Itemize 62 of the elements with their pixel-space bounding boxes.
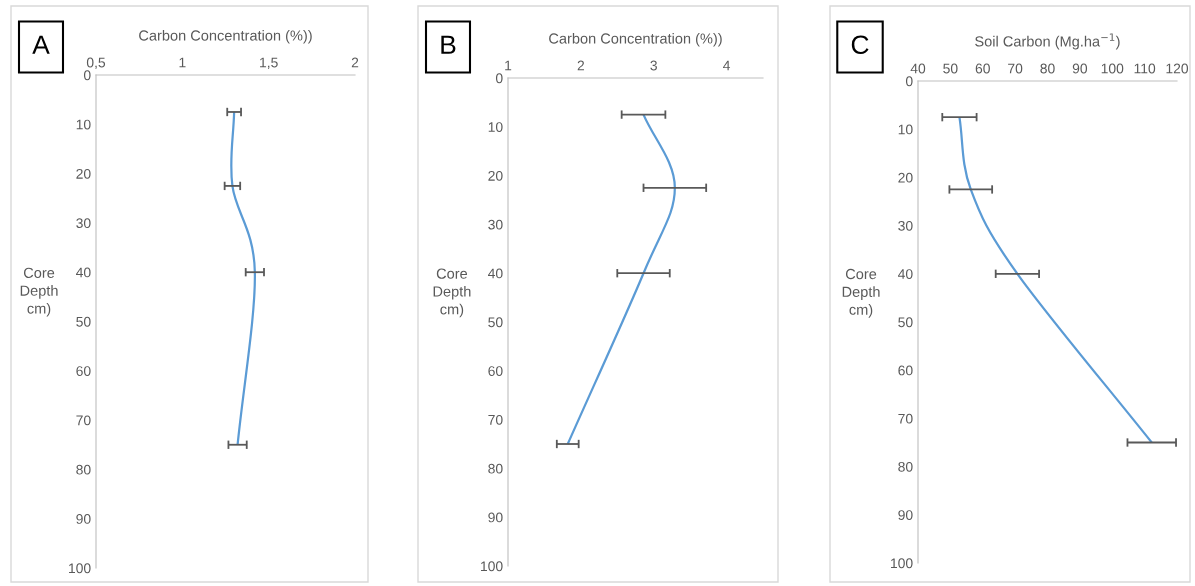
y-tick-label: 80 [76,464,91,475]
x-tick-label: 1,5 [260,57,278,70]
x-axis-title: Carbon Concentration (%)) [139,29,312,44]
y-tick-label: 100 [481,561,503,572]
y-tick-label: 30 [76,218,91,229]
y-tick-label: 60 [898,365,913,376]
y-tick-label: 70 [488,414,503,425]
x-tick-label: 110 [1134,63,1156,74]
y-tick-label: 90 [488,512,503,523]
y-axis-title: Core Depth cm) [842,268,880,318]
y-tick-label: 10 [488,122,503,132]
line-series [958,116,1153,444]
y-tick-label: 40 [488,268,503,279]
y-tick-label: 0 [495,73,503,84]
x-tick-label: 2 [351,57,359,68]
x-tick-label: 120 [1166,63,1189,74]
y-tick-label: 60 [76,366,91,376]
x-tick-label: 90 [1072,63,1088,74]
y-tick-label: 50 [898,317,913,328]
x-tick-label: 60 [975,63,990,74]
x-axis-title: Carbon Concentration (%)) [549,32,722,47]
y-axis-title: Core Depth cm) [20,267,58,317]
x-tick-label: 100 [1101,63,1124,74]
y-tick-label: 50 [488,317,503,328]
x-tick-label: 80 [1040,63,1055,74]
y-tick-label: 60 [488,366,503,376]
y-tick-label: 90 [76,514,91,524]
y-tick-label: 80 [898,461,913,472]
y-tick-label: 100 [69,563,91,574]
y-tick-label: 40 [898,269,913,279]
y-tick-label: 0 [83,70,91,81]
y-axis-title: Core Depth cm) [433,268,471,318]
x-tick-label: 40 [910,63,926,74]
y-tick-label: 0 [905,76,913,87]
y-tick-label: 30 [488,219,503,230]
y-tick-label: 90 [898,510,913,520]
x-tick-label: 4 [723,60,731,71]
y-tick-label: 50 [76,316,91,327]
y-tick-label: 100 [891,558,913,569]
y-tick-label: 20 [488,170,503,181]
chart-title: B [441,35,456,54]
x-tick-label: 2 [577,60,585,71]
line-series [230,110,256,446]
y-tick-label: 10 [898,124,913,135]
line-series [566,113,676,446]
y-tick-label: 80 [488,463,503,474]
x-tick-label: 70 [1008,63,1023,74]
chart-title: A [32,35,50,54]
x-tick-label: 0,5 [86,57,106,70]
y-tick-label: 10 [76,119,91,130]
y-tick-label: 40 [76,267,91,278]
x-tick-label: 50 [943,63,958,74]
chart-title: C [851,35,869,55]
x-tick-label: 1 [179,57,186,68]
y-tick-label: 70 [898,413,913,424]
y-tick-label: 20 [898,172,913,183]
y-tick-label: 30 [898,220,913,231]
x-tick-label: 1 [505,60,512,71]
y-tick-label: 20 [76,168,91,179]
x-axis-title: Soil Carbon (Mg.ha$^{−1}$) [975,33,1120,50]
x-tick-label: 3 [650,60,657,71]
y-tick-label: 70 [76,415,91,426]
